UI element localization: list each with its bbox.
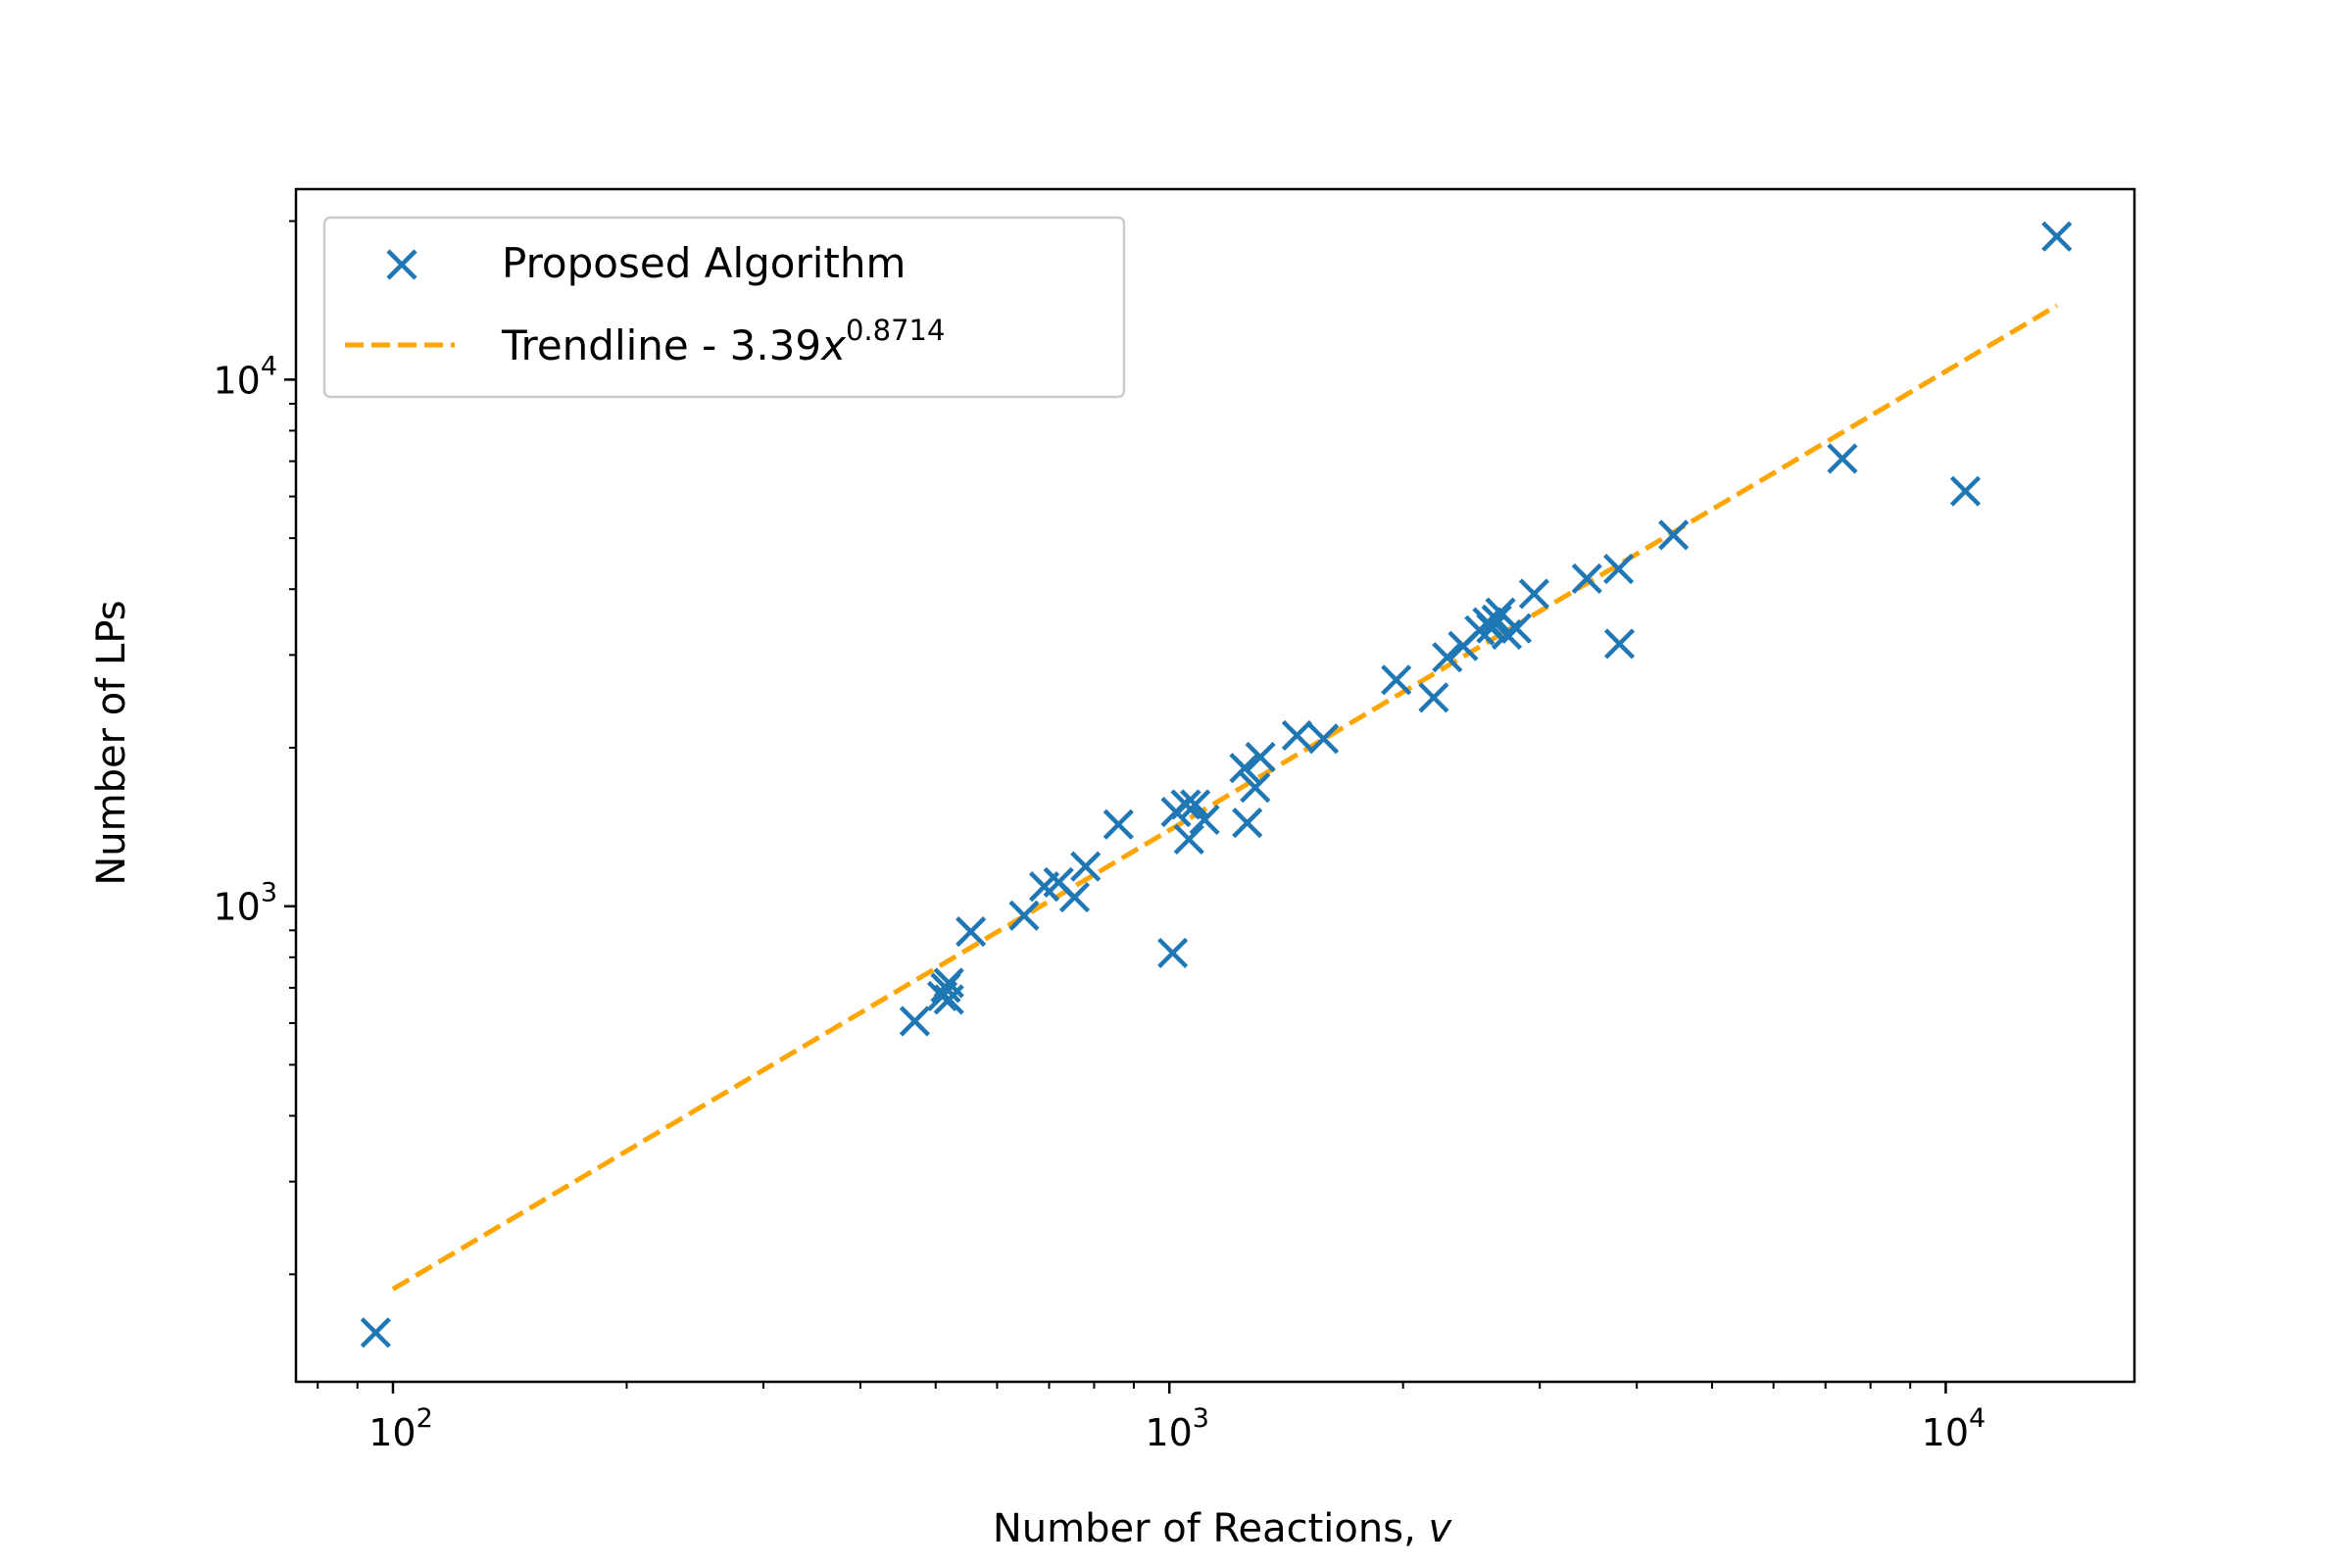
x-axis-label: Number of Reactions, v (993, 1506, 1453, 1551)
data-point (1481, 604, 1512, 635)
data-point (1189, 804, 1220, 836)
plot-frame (294, 187, 2136, 1384)
x-tick-label: 103 (1145, 1403, 1209, 1454)
x-tick-label: 102 (368, 1403, 433, 1454)
data-point (1827, 443, 1858, 474)
x-tick-label: 104 (1922, 1403, 1986, 1454)
data-point (1603, 553, 1635, 585)
data-point (1070, 851, 1102, 882)
data-point (1281, 719, 1313, 752)
trendline (391, 303, 2059, 1292)
data-point (1658, 519, 1690, 551)
y-axis-label: Number of LPs (89, 600, 134, 885)
data-point (1500, 612, 1533, 644)
plot-area (360, 220, 2073, 1348)
data-point (1232, 808, 1263, 839)
data-point (1102, 808, 1134, 840)
data-point (2041, 220, 2073, 252)
data-point (1571, 563, 1602, 594)
data-point (933, 984, 964, 1015)
data-point (1245, 741, 1276, 773)
data-point (1418, 682, 1449, 713)
x-axis-ticks: 102 103 104 (317, 1382, 1986, 1454)
data-point (1229, 753, 1260, 784)
data-point (1432, 642, 1463, 673)
data-point (1240, 772, 1271, 804)
legend-box (322, 216, 1126, 399)
legend-label-trendline: Trendline - 3.39x0.8714 (501, 314, 945, 369)
data-point (1008, 900, 1040, 931)
legend-label-scatter: Proposed Algorithm (502, 239, 906, 287)
y-tick-label: 104 (213, 351, 277, 402)
data-point (1308, 723, 1340, 755)
data-point (956, 916, 987, 948)
data-point (899, 1005, 931, 1037)
legend-marker-scatter (386, 249, 417, 280)
data-point (1058, 881, 1091, 913)
data-point (1518, 578, 1550, 610)
legend: Proposed Algorithm Trendline - 3.39x0.87… (322, 216, 1126, 399)
data-point (1157, 937, 1189, 969)
data-point (1180, 789, 1211, 820)
data-point (1949, 475, 1982, 507)
data-point (1381, 664, 1412, 696)
data-point (360, 1317, 391, 1348)
data-point (1173, 823, 1204, 856)
y-tick-label: 103 (213, 878, 277, 929)
data-point (1170, 789, 1201, 820)
data-point (1603, 628, 1636, 660)
y-axis-ticks: 103 104 (213, 220, 296, 1276)
